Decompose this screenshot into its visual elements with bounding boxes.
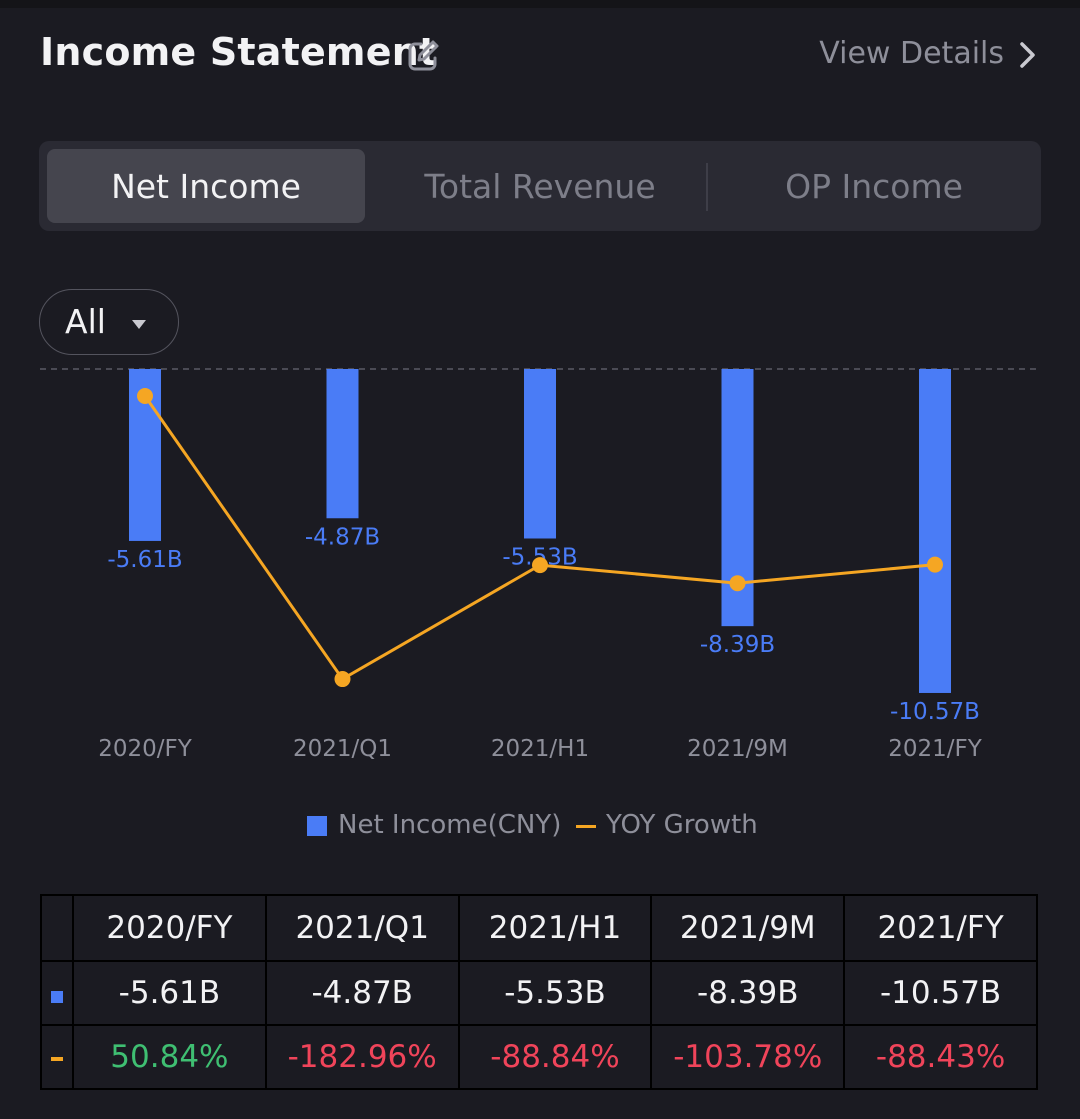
bar	[919, 369, 951, 693]
yoy-point	[729, 575, 746, 592]
top-divider	[0, 0, 1080, 8]
net-income-marker	[40, 960, 74, 1026]
data-label: -4.87B	[305, 524, 380, 550]
table-cell: -103.78%	[650, 1024, 846, 1090]
table-row-yoy: 50.84% -182.96% -88.84% -103.78% -88.43%	[40, 1024, 1038, 1090]
bar-marker-icon	[51, 991, 63, 1003]
table-cell: 50.84%	[72, 1024, 267, 1090]
data-label: -5.61B	[107, 547, 182, 573]
tab-op-income[interactable]: OP Income	[785, 166, 963, 206]
net-income-chart: -5.61B2020/FY-4.87B2021/Q1-5.53B2021/H1-…	[40, 368, 1040, 762]
metric-segmented-control: Net Income Total Revenue OP Income	[39, 141, 1041, 231]
table-header-cell: 2021/H1	[457, 894, 653, 962]
table-cell: -182.96%	[264, 1024, 460, 1090]
line-marker-icon	[51, 1056, 63, 1061]
filter-label: All	[65, 302, 106, 341]
table-header-cell: 2020/FY	[72, 894, 267, 962]
tab-total-revenue[interactable]: Total Revenue	[424, 166, 656, 206]
data-label: -10.57B	[890, 699, 980, 725]
legend-yoy-growth[interactable]: YOY Growth	[606, 810, 758, 840]
period-filter-dropdown[interactable]: All	[39, 289, 179, 355]
edit-icon[interactable]	[405, 38, 441, 74]
x-tick-label: 2021/FY	[888, 736, 983, 762]
data-label: -8.39B	[700, 632, 775, 658]
data-table: 2020/FY 2021/Q1 2021/H1 2021/9M 2021/FY …	[40, 894, 1038, 1090]
table-cell: -10.57B	[843, 960, 1038, 1026]
x-tick-label: 2021/9M	[687, 736, 788, 762]
yoy-point	[137, 388, 153, 404]
legend-bar-swatch	[307, 816, 327, 836]
table-header-cell: 2021/Q1	[264, 894, 460, 962]
yoy-point	[532, 557, 548, 574]
caret-down-icon	[132, 320, 146, 329]
table-cell: -88.43%	[843, 1024, 1038, 1090]
legend-line-swatch	[576, 825, 596, 828]
chart-legend: Net Income(CNY) YOY Growth	[0, 806, 1080, 846]
table-corner-cell	[40, 894, 74, 962]
yoy-point	[334, 671, 351, 688]
bar	[326, 369, 359, 519]
yoy-marker	[40, 1024, 74, 1090]
tab-divider	[706, 163, 708, 211]
chevron-right-icon[interactable]	[1016, 40, 1040, 70]
table-cell: -5.61B	[72, 960, 267, 1026]
yoy-point	[927, 556, 943, 573]
table-header-cell: 2021/9M	[650, 894, 846, 962]
table-header-row: 2020/FY 2021/Q1 2021/H1 2021/9M 2021/FY	[40, 894, 1038, 962]
x-tick-label: 2021/H1	[491, 736, 589, 762]
table-cell: -5.53B	[457, 960, 653, 1026]
page-title: Income Statement	[40, 30, 438, 74]
table-cell: -88.84%	[457, 1024, 653, 1090]
tab-net-income[interactable]: Net Income	[47, 149, 365, 223]
view-details-link[interactable]: View Details	[819, 36, 1004, 71]
table-cell: -4.87B	[264, 960, 460, 1026]
table-header-cell: 2021/FY	[843, 894, 1038, 962]
bar	[524, 369, 556, 539]
table-row-net-income: -5.61B -4.87B -5.53B -8.39B -10.57B	[40, 960, 1038, 1026]
x-tick-label: 2021/Q1	[293, 736, 392, 762]
x-tick-label: 2020/FY	[98, 736, 193, 762]
legend-net-income[interactable]: Net Income(CNY)	[338, 810, 562, 840]
table-cell: -8.39B	[650, 960, 846, 1026]
